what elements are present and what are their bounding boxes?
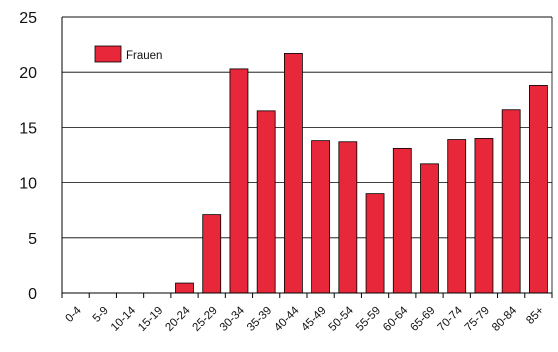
bar-35-39: [256, 110, 276, 294]
y-tick-label: 0: [28, 286, 37, 303]
bar-20-24: [175, 282, 194, 294]
legend-label: Frauen: [126, 50, 162, 62]
legend: Frauen: [94, 45, 162, 63]
legend-swatch: [94, 45, 122, 63]
x-tick-labels: 0-4 5-910-1415-1920-2425-2930-3435-3940-4…: [63, 304, 546, 334]
bar-75-79: [474, 138, 494, 294]
x-tick-label: 5-9: [91, 305, 111, 325]
x-tick-label: 45-49: [299, 305, 328, 334]
x-tick-label: 55-59: [354, 305, 383, 334]
x-tick-label: 85+: [524, 304, 546, 326]
x-tick-label: 30-34: [218, 304, 248, 334]
bar-65-69: [420, 163, 439, 294]
bar-55-59: [365, 193, 385, 294]
x-tick-label: 70-74: [436, 304, 466, 334]
x-tick-label: 40-44: [272, 304, 302, 334]
y-tick-labels: 0 5 10 15 20 25: [19, 10, 37, 303]
bar-85+: [528, 85, 548, 294]
x-tick-label: 50-54: [327, 304, 357, 334]
bar-25-29: [202, 214, 222, 294]
x-tick-label: 25-29: [191, 305, 220, 334]
x-tick-label: 60-64: [381, 304, 411, 334]
bar-60-64: [392, 147, 412, 294]
x-tick-label: 35-39: [245, 305, 274, 334]
bar-30-34: [229, 68, 249, 294]
bar-45-49: [311, 140, 331, 294]
y-tick-label: 10: [19, 176, 37, 193]
x-tick-label: 0-4: [63, 304, 84, 325]
x-tick-label: 15-19: [136, 305, 165, 334]
x-tick-label: 65-69: [408, 305, 437, 334]
bars: [175, 53, 548, 294]
y-tick-label: 25: [19, 10, 37, 27]
y-tick-label: 5: [28, 231, 37, 248]
axes: [61, 16, 553, 298]
bar-50-54: [338, 141, 358, 294]
x-tick-label: 80-84: [490, 304, 520, 334]
bar-70-74: [447, 139, 467, 294]
bar-80-84: [501, 109, 521, 294]
y-tick-label: 20: [19, 65, 37, 82]
bar-40-44: [283, 53, 303, 294]
y-tick-label: 15: [19, 120, 37, 137]
x-tick-label: 75-79: [463, 305, 492, 334]
x-tick-label: 20-24: [163, 304, 193, 334]
x-tick-label: 10-14: [109, 304, 139, 334]
